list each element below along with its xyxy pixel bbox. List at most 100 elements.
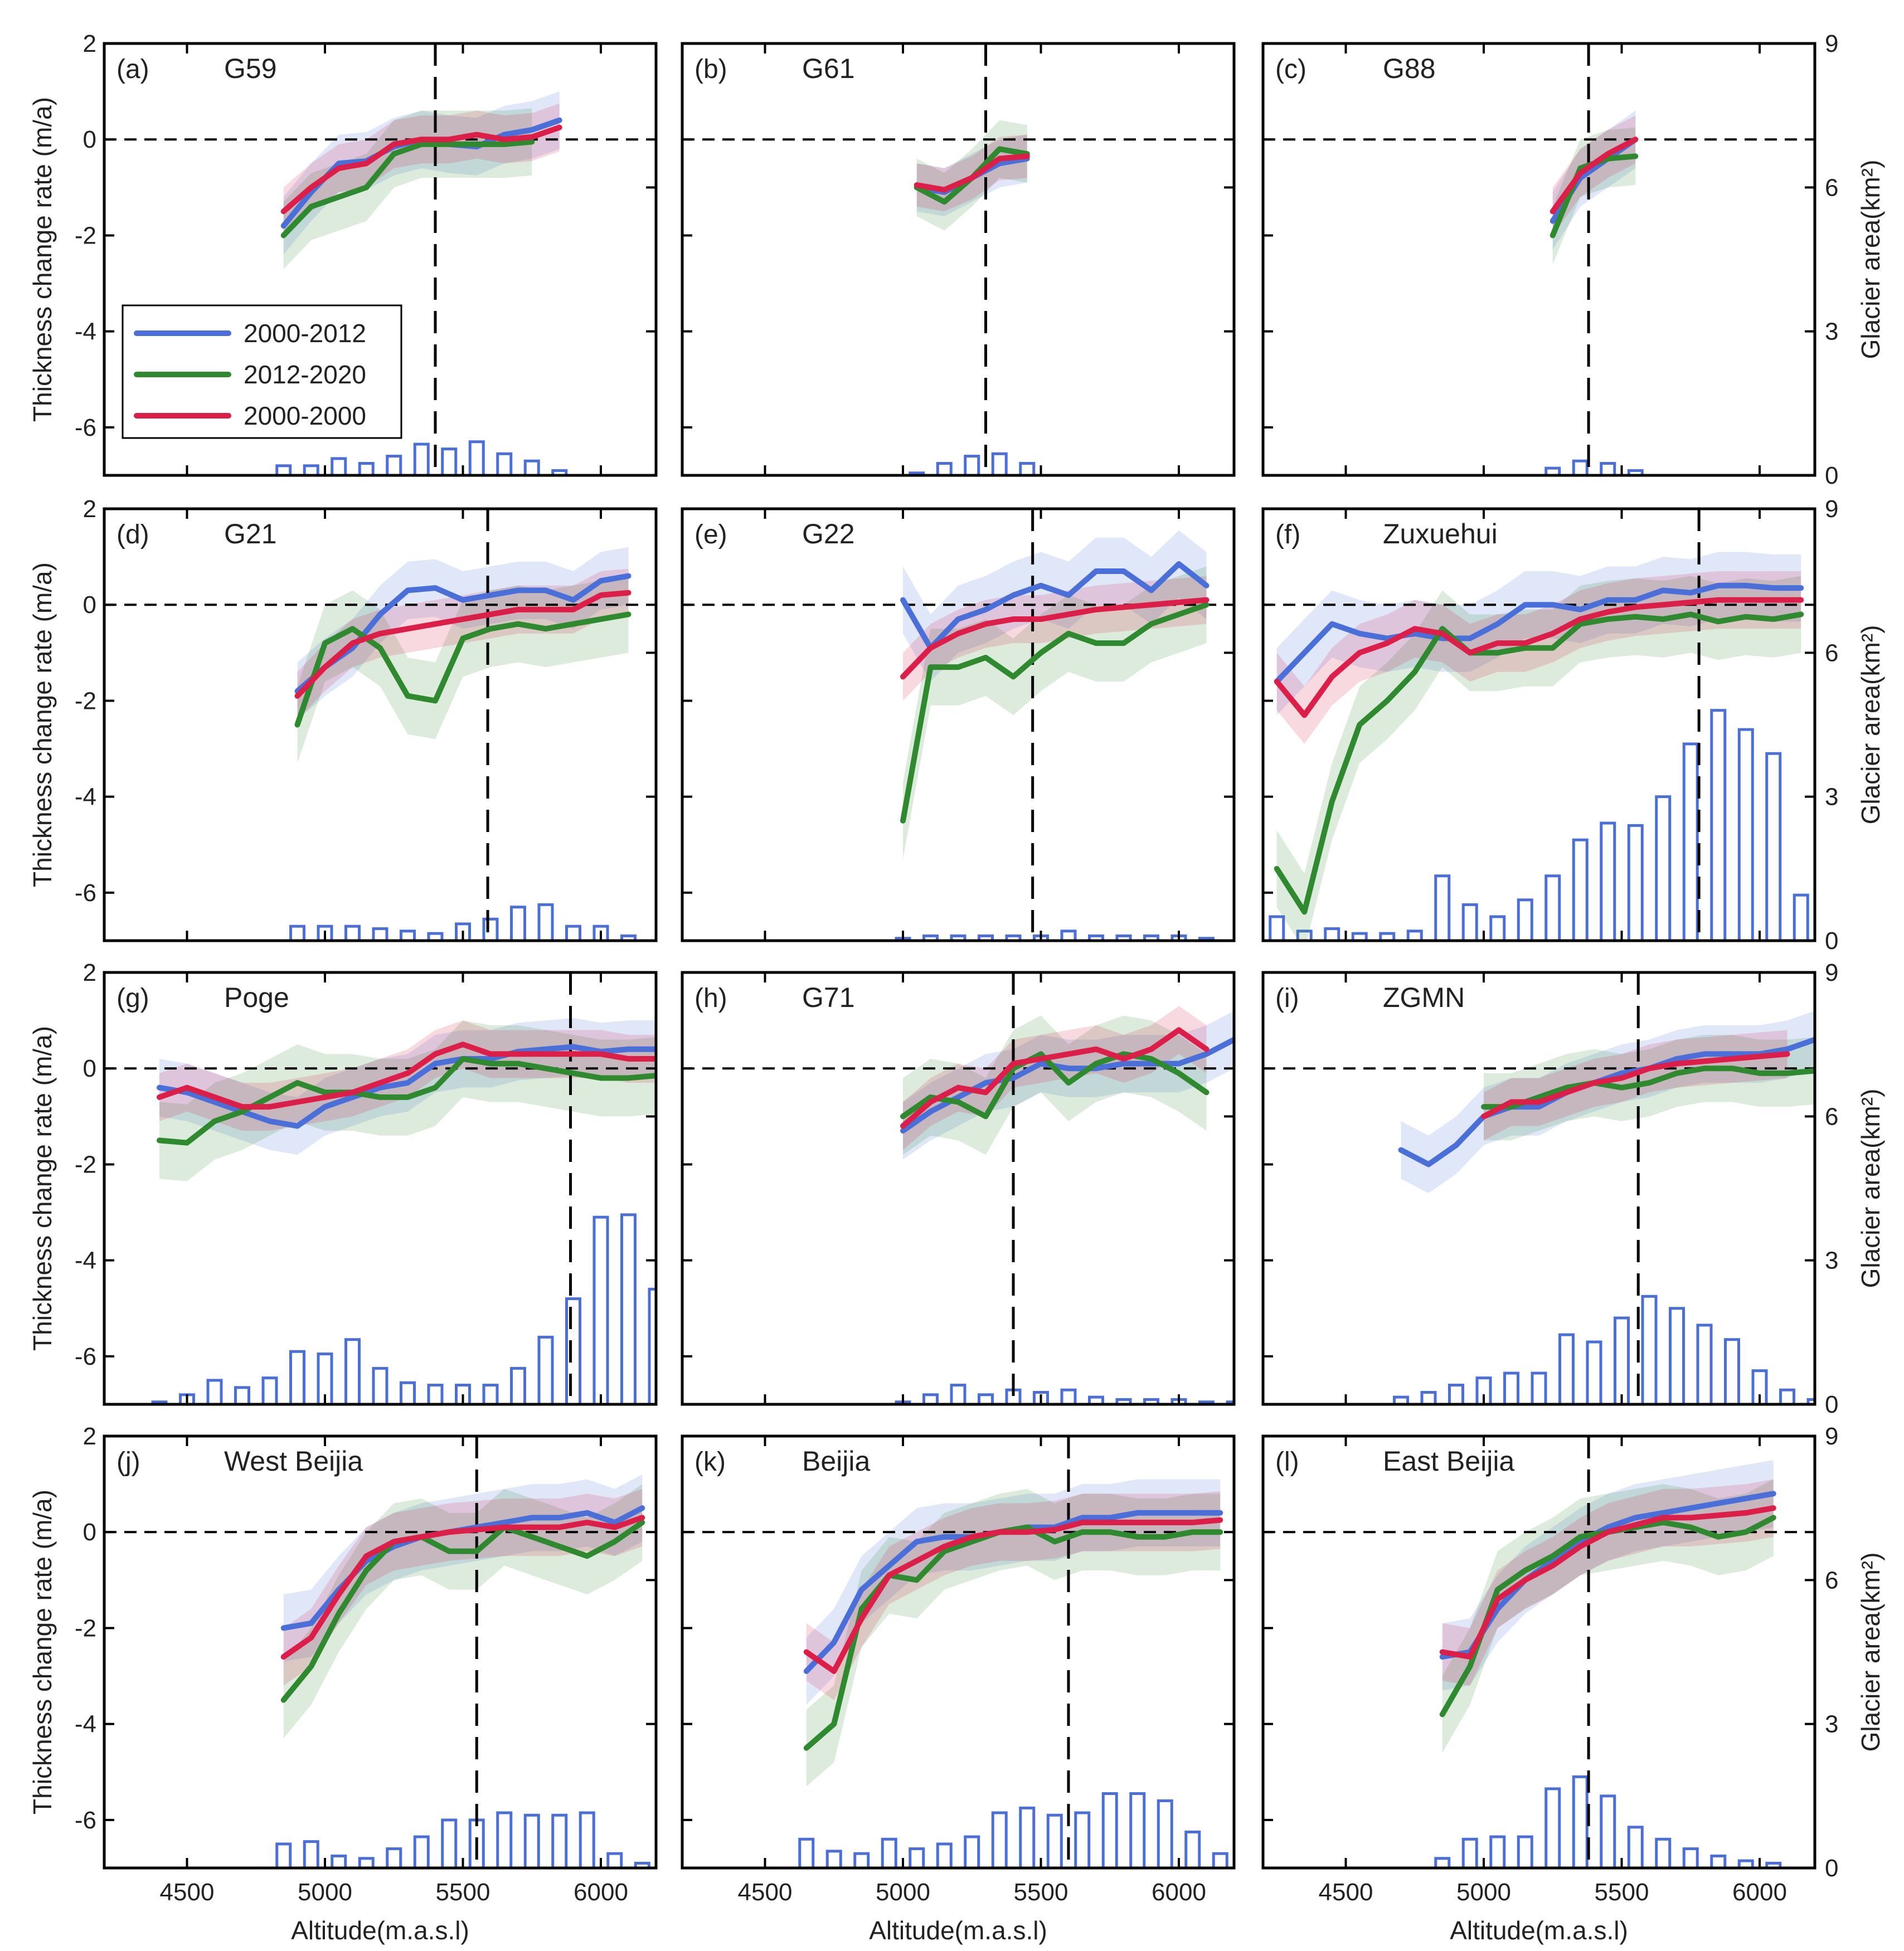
right-y-tick-label: 6 <box>1825 174 1838 201</box>
uncertainty-band-2000-2000 <box>1552 115 1636 236</box>
area-bar <box>523 1813 540 1868</box>
area-bar <box>1157 1799 1173 1868</box>
x-tick-label: 5000 <box>1456 1879 1511 1906</box>
x-tick-label: 5500 <box>1595 1879 1649 1906</box>
area-bar <box>978 934 994 941</box>
panel-frame <box>1261 971 1816 1406</box>
area-bar <box>1461 903 1478 941</box>
area-bar <box>1710 1854 1727 1868</box>
area-bar <box>537 1335 554 1404</box>
panel-f: 0 3 6 9 (f) Zuxuehui Glacier area(km²) <box>1261 495 1885 955</box>
area-bar <box>1696 1324 1713 1404</box>
area-bar <box>1269 915 1285 941</box>
panel-frame <box>681 42 1236 477</box>
series-line-2012-2020 <box>1274 611 1804 915</box>
panel-l: 4500 5000 5500 6000 0 3 6 9 (l) East Beijia Glacie… <box>1261 1423 1885 1945</box>
x-tick-label: 5500 <box>1014 1879 1068 1906</box>
panel-plot-area <box>1263 509 1815 941</box>
series-line-2012-2020 <box>294 611 632 728</box>
area-bar <box>1806 1398 1815 1404</box>
area-bar <box>372 1366 388 1404</box>
right-y-tick-label: 3 <box>1825 1711 1838 1738</box>
area-bar <box>261 1376 278 1404</box>
series-line-2012-2020 <box>280 139 535 239</box>
y-tick-label: -6 <box>75 1343 96 1370</box>
uncertainty-band-2000-2012 <box>1552 110 1636 250</box>
area-bar <box>1461 1837 1478 1868</box>
area-bar <box>386 1847 402 1868</box>
area-bar <box>331 1854 347 1868</box>
series-line-2000-2000 <box>900 597 1210 680</box>
panel-label: (i) <box>1275 984 1299 1013</box>
right-y-tick-label: 0 <box>1825 1855 1838 1882</box>
y-tick-label: 2 <box>83 959 96 986</box>
panel-label: (e) <box>694 520 727 549</box>
panel-title: Beijia <box>802 1446 870 1477</box>
area-bar <box>1379 932 1396 941</box>
y-axis-label-left: Thickness change rate (m/a) <box>28 562 57 887</box>
area-bar <box>413 1835 430 1868</box>
legend-label: 2012-2020 <box>244 360 366 389</box>
y-tick-label: 2 <box>83 1423 96 1450</box>
series-line-2000-2000 <box>900 1027 1210 1129</box>
x-axis-label: Altitude(m.a.s.l) <box>291 1916 469 1945</box>
legend-label: 2000-2000 <box>244 401 366 430</box>
panel-frame <box>103 507 658 942</box>
panel-plot-area <box>1263 43 1815 475</box>
area-bar <box>634 1861 650 1868</box>
panel-k: 4500 5000 5500 6000 (k) Beijia Altitude(m.a.s.… <box>681 1434 1236 1945</box>
area-bar <box>289 925 305 941</box>
area-bar <box>551 469 568 475</box>
area-bar <box>648 1287 656 1404</box>
panel-plot-area <box>682 1436 1234 1868</box>
panel-frame <box>103 42 658 477</box>
panel-h: (h) G71 <box>681 971 1236 1406</box>
legend: 2000-2012 2012-2020 2000-2000 <box>122 304 402 439</box>
area-bar <box>551 1813 568 1868</box>
area-bar <box>1324 927 1340 941</box>
area-bar <box>1143 1398 1159 1404</box>
series-line-2000-2000 <box>280 124 562 215</box>
area-bar <box>565 925 581 941</box>
area-bar <box>909 1847 925 1868</box>
area-bar <box>496 1811 513 1868</box>
panel-plot-area <box>1263 1436 1815 1868</box>
area-bar <box>1434 874 1451 941</box>
panel-label: (l) <box>1275 1447 1299 1477</box>
panel-frame <box>103 1434 658 1870</box>
area-bar <box>303 1840 319 1868</box>
panel-frame <box>681 1434 1236 1870</box>
panel-c: 0 3 6 9 (c) G88 Glacier area(km²) <box>1261 30 1885 489</box>
area-bar <box>950 934 966 941</box>
area-bar <box>620 934 637 941</box>
y-axis-label-right: Glacier area(km²) <box>1856 160 1885 359</box>
area-bar <box>1296 930 1313 941</box>
panel-title: West Beijia <box>224 1446 363 1477</box>
panel-label: (g) <box>116 984 149 1013</box>
panel-frame <box>1261 507 1816 942</box>
series-line-2012-2020 <box>1481 1065 1815 1110</box>
series-line-2000-2012 <box>294 573 632 694</box>
area-bar <box>1682 1847 1699 1868</box>
uncertainty-band-2012-2020 <box>1552 127 1636 265</box>
y-tick-label: 2 <box>83 495 96 523</box>
area-bar <box>1572 838 1589 941</box>
y-tick-label: -4 <box>75 784 96 811</box>
x-axis-label: Altitude(m.a.s.l) <box>1450 1916 1628 1945</box>
x-axis-label: Altitude(m.a.s.l) <box>869 1916 1047 1945</box>
area-bar <box>565 1297 581 1404</box>
panel-title: G59 <box>224 53 277 84</box>
area-bar <box>978 1393 994 1404</box>
area-bar <box>386 455 402 475</box>
area-bar <box>991 1811 1008 1868</box>
area-bar <box>372 927 388 941</box>
panel-plot-area <box>682 972 1234 1404</box>
area-bar <box>427 932 444 941</box>
series-line-2000-2000 <box>1439 1505 1776 1660</box>
series-line-2000-2000 <box>294 590 632 699</box>
y-tick-label: -4 <box>75 1247 96 1274</box>
y-axis-label-left: Thickness change rate (m/a) <box>28 1490 57 1814</box>
series-line-2000-2000 <box>1550 137 1639 215</box>
area-bar <box>579 1811 595 1868</box>
area-bar <box>1517 898 1533 941</box>
